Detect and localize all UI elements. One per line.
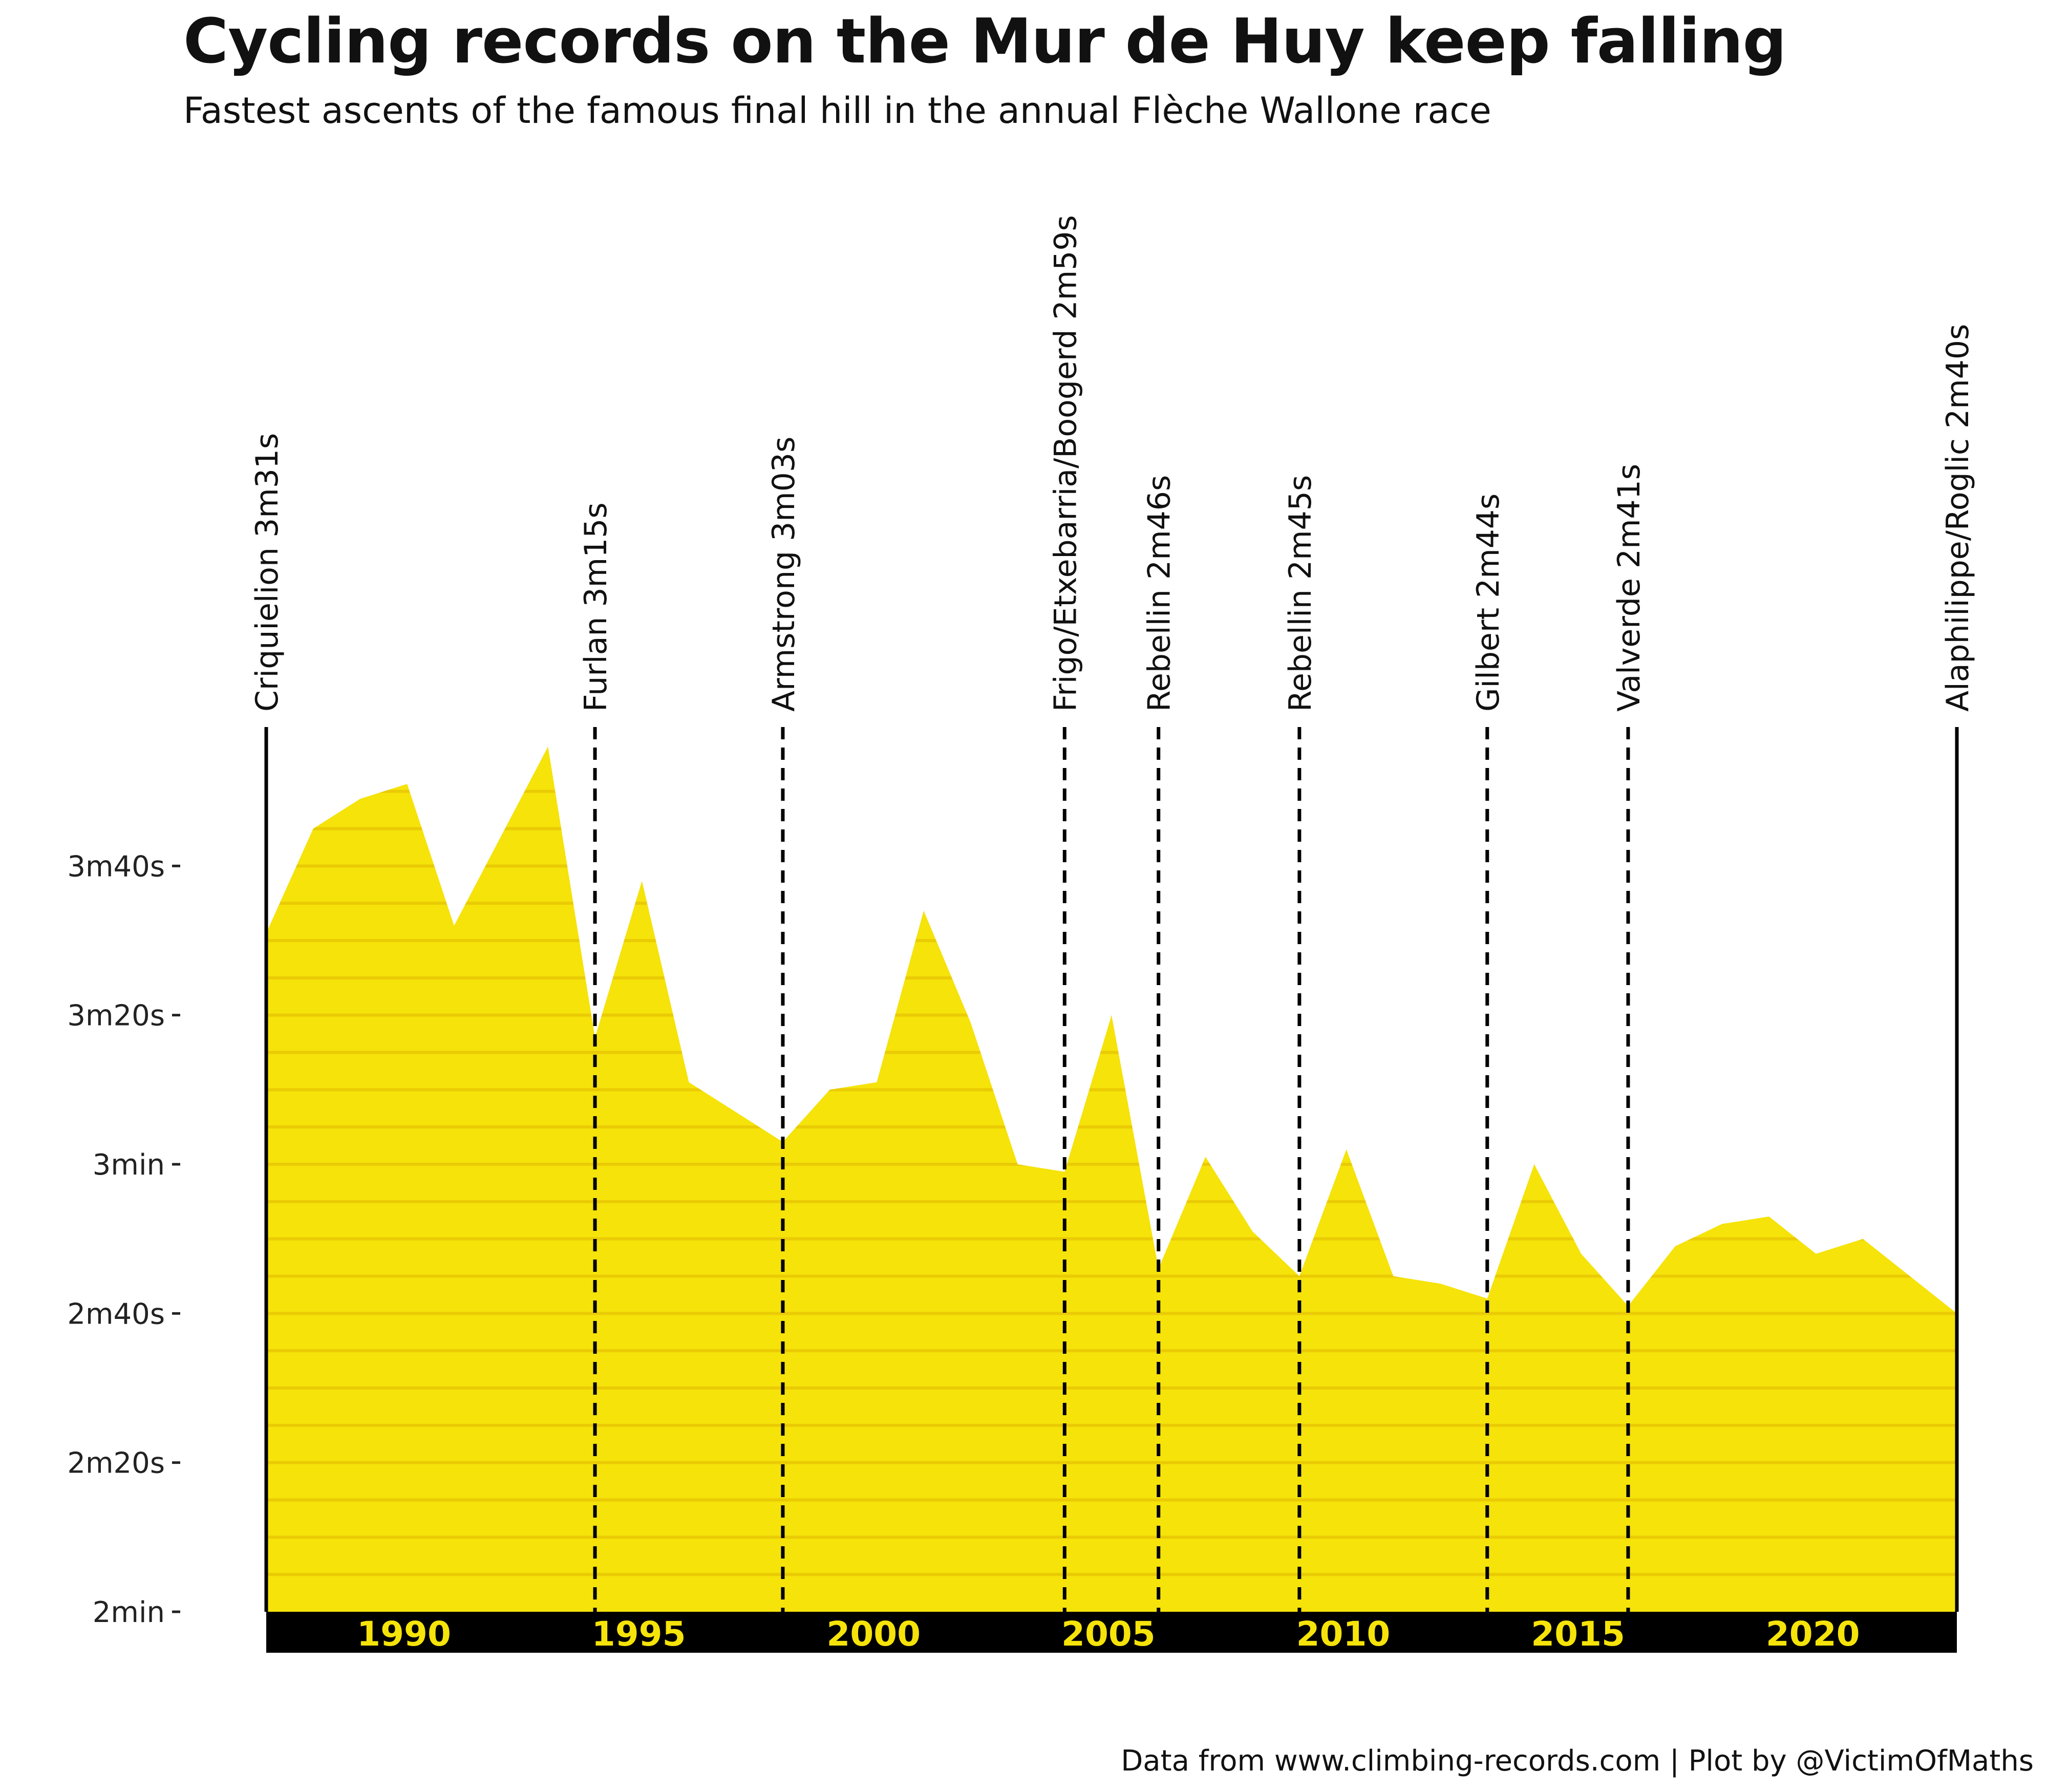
x-tick-label: 2015 bbox=[1531, 1614, 1625, 1654]
record-label: Frigo/Etxebarria/Boogerd 2m59s bbox=[1048, 215, 1083, 712]
y-tick-label: 2min bbox=[93, 1596, 165, 1629]
chart-subtitle: Fastest ascents of the famous final hill… bbox=[183, 90, 1491, 132]
record-label: Rebellin 2m45s bbox=[1283, 475, 1318, 712]
y-tick-label: 2m40s bbox=[67, 1297, 165, 1331]
y-tick-label: 3m40s bbox=[67, 850, 165, 883]
record-label: Valverde 2m41s bbox=[1611, 464, 1647, 712]
x-axis-bar bbox=[266, 1612, 1957, 1653]
record-label: Armstrong 3m03s bbox=[766, 437, 802, 712]
x-tick-label: 1990 bbox=[357, 1614, 451, 1654]
record-time-area bbox=[266, 746, 1957, 1612]
x-tick-label: 2000 bbox=[826, 1614, 921, 1654]
chart-title: Cycling records on the Mur de Huy keep f… bbox=[183, 6, 1786, 77]
y-axis-ticks: 2min 2m20s 2m40s 3min 3m20s 3m40s bbox=[67, 850, 180, 1629]
y-tick-label: 3min bbox=[93, 1148, 165, 1182]
record-annotations: Criquielion 3m31s Furlan 3m15s Armstrong 3… bbox=[249, 215, 1976, 1612]
record-label: Furlan 3m15s bbox=[578, 502, 614, 712]
record-label: Gilbert 2m44s bbox=[1470, 494, 1506, 712]
x-tick-label: 2010 bbox=[1296, 1614, 1391, 1654]
x-axis-ticks: 1990 1995 2000 2005 2010 2015 2020 bbox=[357, 1614, 1860, 1654]
record-label: Criquielion 3m31s bbox=[249, 433, 285, 712]
x-tick-label: 1995 bbox=[592, 1614, 686, 1654]
y-tick-label: 3m20s bbox=[67, 999, 165, 1033]
x-tick-label: 2020 bbox=[1766, 1614, 1860, 1654]
record-label: Alaphilippe/Roglic 2m40s bbox=[1940, 324, 1976, 712]
record-label: Rebellin 2m46s bbox=[1142, 475, 1178, 712]
y-tick-label: 2m20s bbox=[67, 1447, 165, 1480]
x-tick-label: 2005 bbox=[1061, 1614, 1156, 1654]
chart-caption: Data from www.climbing-records.com | Plo… bbox=[1121, 1744, 2034, 1778]
